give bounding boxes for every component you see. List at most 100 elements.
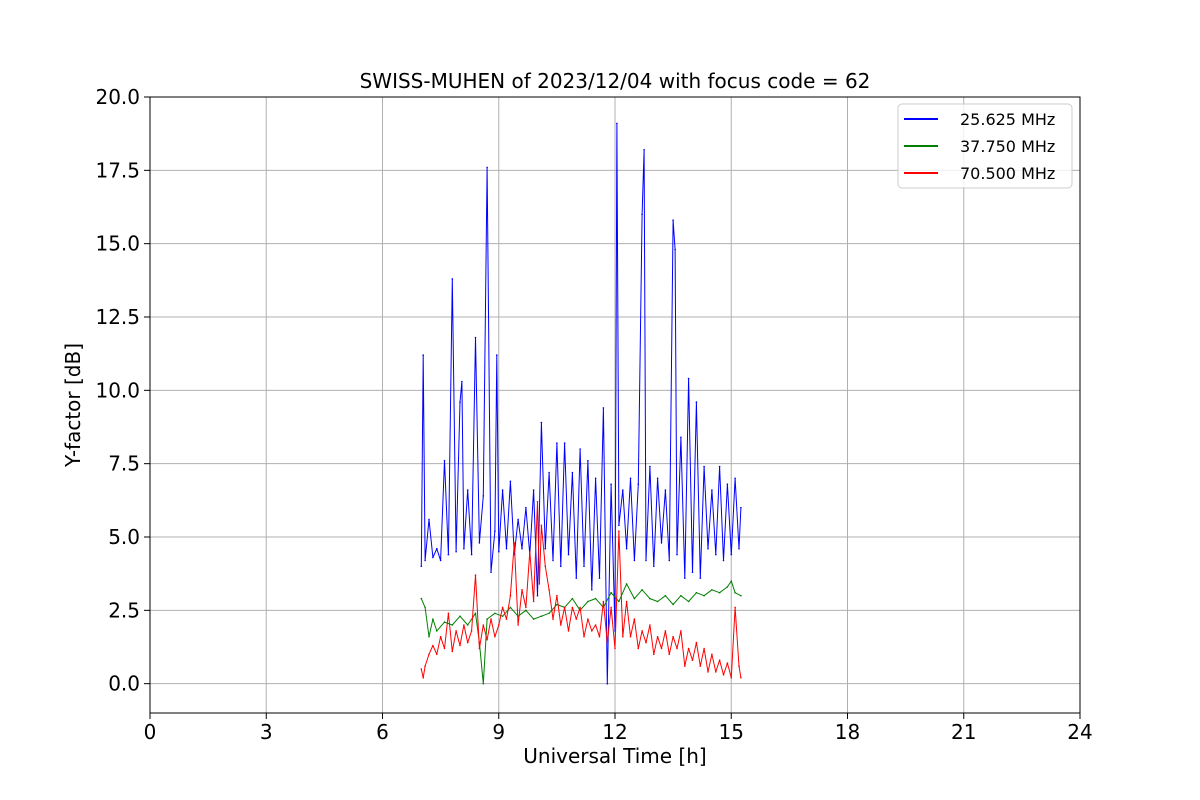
data-point [726,662,729,664]
data-point [498,550,500,553]
data-point [436,653,438,656]
data-point [490,618,492,620]
data-point [443,647,446,650]
data-point [447,612,450,615]
data-point [703,594,705,597]
data-point [734,606,736,609]
data-point [451,278,454,280]
data-point [432,618,434,620]
data-point [707,547,709,550]
data-point [575,618,578,620]
data-point [466,489,469,491]
data-point [587,459,589,462]
data-point [482,682,485,685]
data-point [674,248,676,251]
data-point [730,677,733,679]
data-point [637,647,640,650]
data-point [618,600,620,603]
data-point [602,600,605,603]
data-point [532,600,535,603]
y-axis-label: Y-factor [dB] [61,343,85,468]
data-point [684,665,686,667]
data-point [695,401,698,403]
data-point [687,647,690,650]
data-point [455,550,457,553]
data-point [466,624,469,626]
data-point [420,597,423,600]
data-point [695,641,698,644]
data-point [552,618,554,620]
legend-entry: 37.750 MHz [904,137,1055,156]
data-point [428,635,430,638]
data-point [422,354,425,356]
data-point [538,583,541,585]
series-1 [420,580,742,685]
data-point [645,641,647,644]
data-point [606,682,609,685]
data-point [494,635,496,638]
x-tick-label: 21 [951,720,976,744]
legend-box [897,103,1073,189]
data-point [668,653,671,656]
data-point [711,489,713,491]
data-point [486,638,488,641]
data-point [738,547,740,550]
data-point [734,591,736,594]
data-point [622,635,624,638]
data-point [501,615,504,617]
data-point [439,559,442,562]
legend-entry: 25.625 MHz [904,110,1055,129]
data-point [614,647,616,650]
data-point [672,219,674,221]
data-point [629,635,632,638]
data-point [641,589,643,591]
data-point [548,471,550,474]
data-point [521,589,523,591]
legend-label: 25.625 MHz [960,110,1055,129]
data-point [680,436,682,439]
data-point [571,597,574,600]
series-layer [420,122,742,685]
data-point [424,665,426,667]
data-point [540,524,543,527]
ticks: 0 3 6 9 12 15 18 21 24 0.0 2.5 5.0 7.5 10.0 12.5 15.0 17… [95,85,1092,744]
data-point [525,606,527,609]
data-point [641,630,643,632]
data-point [594,597,597,600]
data-point [687,600,690,603]
data-point [424,559,426,562]
legend-label: 70.500 MHz [960,164,1055,183]
data-point [738,665,740,667]
data-point [486,166,488,169]
data-point [610,483,612,486]
legend-entry: 70.500 MHz [904,164,1055,183]
y-tick-label: 2.5 [108,598,140,622]
data-point [532,618,535,620]
data-point [656,477,659,480]
data-point [509,480,512,483]
data-point [653,565,655,568]
y-tick-label: 0.0 [108,672,140,696]
data-point [470,553,473,556]
x-tick-label: 0 [144,720,157,744]
data-point [560,624,562,626]
data-point [424,606,426,609]
data-point [680,630,682,632]
data-point [641,213,643,216]
data-point [653,653,655,656]
data-point [656,635,659,638]
data-point [633,618,636,620]
data-point [645,559,647,562]
data-point [625,600,628,603]
chart-title: SWISS-MUHEN of 2023/12/04 with focus cod… [360,69,871,93]
data-point [494,612,496,615]
data-point [726,483,729,486]
data-point [610,606,612,609]
data-point [715,553,717,556]
data-point [556,603,558,606]
data-point [672,635,674,638]
data-point [699,665,702,667]
data-point [552,559,554,562]
data-point [591,630,593,632]
